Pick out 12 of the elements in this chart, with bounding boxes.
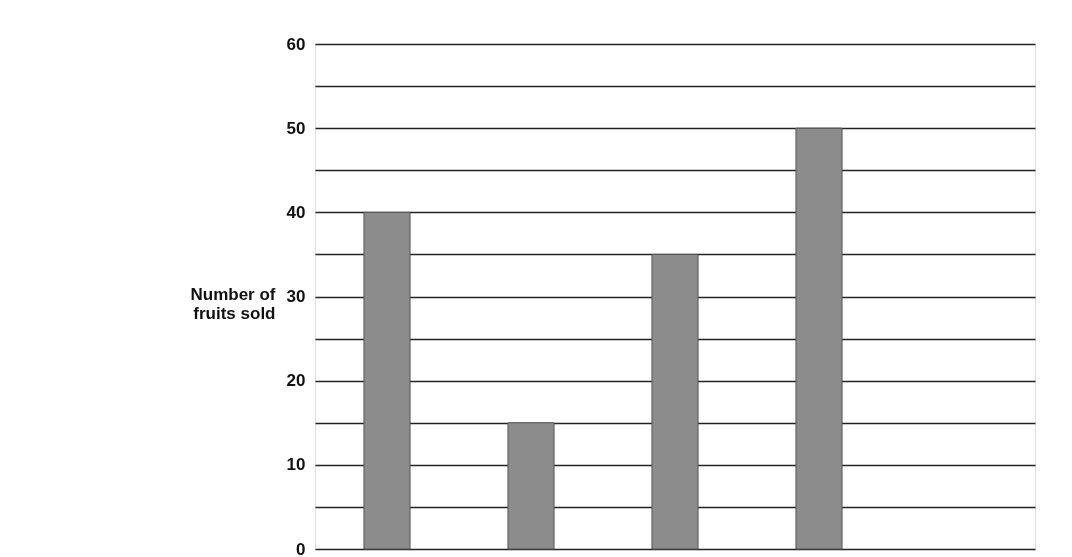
y-tick-label: 10: [286, 455, 306, 475]
y-tick-label: 20: [286, 371, 306, 391]
y-tick-label: 0: [296, 539, 306, 557]
bar: [507, 422, 555, 550]
y-tick-label: 50: [286, 118, 306, 138]
bar: [795, 127, 843, 550]
y-axis-title: Number of fruits sold: [190, 284, 276, 323]
bar: [363, 211, 411, 550]
bar: [651, 253, 699, 550]
y-tick-label: 60: [286, 34, 306, 54]
y-tick-label: 30: [286, 287, 306, 306]
y-tick-label: 40: [286, 202, 306, 222]
